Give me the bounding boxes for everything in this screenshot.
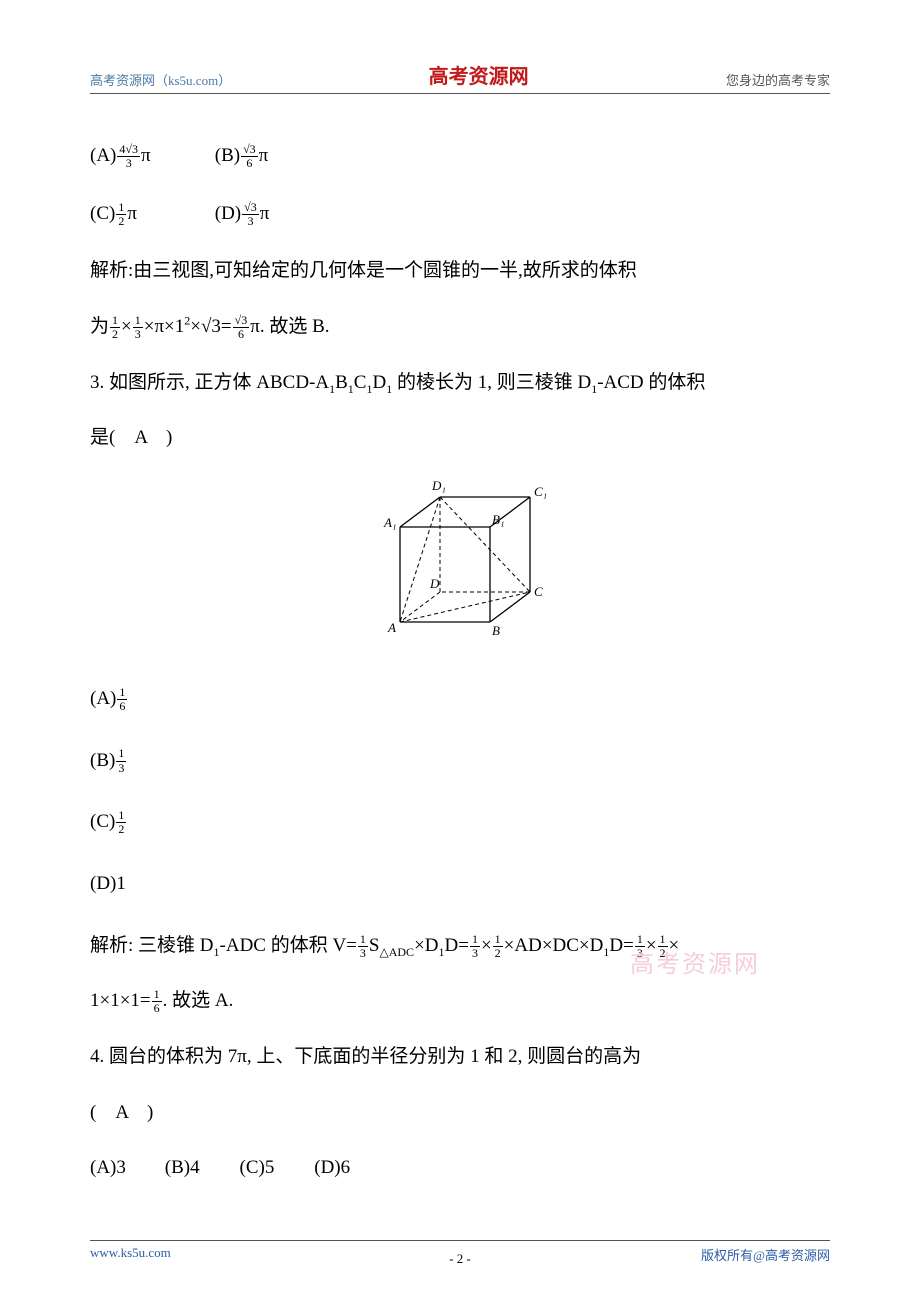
option-B-frac: √36 xyxy=(241,143,258,170)
q3-B-pre: (B) xyxy=(90,750,115,771)
header-right: 您身边的高考专家 xyxy=(726,70,830,89)
explain2-mid2: × xyxy=(190,316,201,337)
option-A: (A)4√33π xyxy=(90,134,210,178)
q4-line2: ( A ) xyxy=(90,1091,830,1135)
svg-text:A₁: A₁ xyxy=(383,515,396,530)
e3-line2a: 1×1×1= xyxy=(90,990,151,1011)
q3-line1: 3. 如图所示, 正方体 ABCD-A1B1C1D1 的棱长为 1, 则三棱锥 … xyxy=(90,361,830,405)
option-C-post: π xyxy=(127,203,137,224)
option-D-post: π xyxy=(260,203,270,224)
e3-f13a: 13 xyxy=(358,933,368,960)
footer: www.ks5u.com - 2 - 版权所有@高考资源网 xyxy=(90,1240,830,1264)
q3-e: 的棱长为 1, 则三棱锥 D xyxy=(392,372,591,393)
option-C-frac: 12 xyxy=(116,201,126,228)
e3-line2b: . 故选 A. xyxy=(163,990,234,1011)
svg-text:D: D xyxy=(429,576,440,591)
explain3-line1: 解析: 三棱锥 D1-ADC 的体积 V=13S△ADC×D1D=13×12×A… xyxy=(90,924,830,968)
option-D-frac: √33 xyxy=(242,201,259,228)
e3-mid3: ×AD×DC×D xyxy=(504,935,604,956)
q3-f: -ACD 的体积 xyxy=(597,372,705,393)
explain3-a: 解析: 三棱锥 D xyxy=(90,935,214,956)
svg-text:B₁: B₁ xyxy=(492,512,504,527)
q3-c: C xyxy=(354,372,367,393)
cube-svg: A B C D A₁ B₁ C₁ D₁ xyxy=(360,472,560,642)
e3-f13b: 13 xyxy=(470,933,480,960)
footer-center: - 2 - xyxy=(90,1251,830,1267)
q4-line1: 4. 圆台的体积为 7π, 上、下底面的半径分别为 1 和 2, 则圆台的高为 xyxy=(90,1035,830,1079)
option-q3-A: (A)16 xyxy=(90,677,830,721)
header-left: 高考资源网（ks5u.com） xyxy=(90,70,231,89)
option-C-pre: (C) xyxy=(90,203,115,224)
e3-mid4: D= xyxy=(609,935,633,956)
q3-A-pre: (A) xyxy=(90,688,116,709)
content: (A)4√33π (B)√36π (C)12π (D)√33π 解析:由三视图,… xyxy=(90,134,830,1190)
option-B: (B)√36π xyxy=(215,134,335,178)
e3-mid1: ×D xyxy=(414,935,438,956)
explain2-post: π. 故选 B. xyxy=(250,316,329,337)
sqrt3: √3 xyxy=(201,316,221,337)
options-q3: (A)16 (B)13 (C)12 (D)1 xyxy=(90,677,830,906)
page: 高考资源网（ks5u.com） 高考资源网 您身边的高考专家 (A)4√33π … xyxy=(0,0,920,1302)
explain2-line2: 为12×13×π×12×√3=√36π. 故选 B. xyxy=(90,305,830,349)
header-center: 高考资源网 xyxy=(429,60,529,89)
svg-text:C: C xyxy=(534,584,543,599)
explain2-pre: 为 xyxy=(90,316,109,337)
explain2-eq: = xyxy=(221,316,232,337)
option-A-post: π xyxy=(141,145,151,166)
option-A-frac: 4√33 xyxy=(117,143,140,170)
svg-text:C₁: C₁ xyxy=(534,484,547,499)
option-B-pre: (B) xyxy=(215,145,240,166)
q4-B: (B)4 xyxy=(165,1146,235,1190)
cube-figure: A B C D A₁ B₁ C₁ D₁ xyxy=(90,472,830,659)
q4-D: (D)6 xyxy=(314,1146,384,1190)
explain3-b: -ADC 的体积 V= xyxy=(220,935,357,956)
page-header: 高考资源网（ks5u.com） 高考资源网 您身边的高考专家 xyxy=(90,60,830,94)
option-q3-B: (B)13 xyxy=(90,739,830,783)
option-B-post: π xyxy=(259,145,269,166)
svg-text:D₁: D₁ xyxy=(431,478,446,493)
explain2-line1: 解析:由三视图,可知给定的几何体是一个圆锥的一半,故所求的体积 xyxy=(90,249,830,293)
option-C: (C)12π xyxy=(90,192,210,236)
option-D-pre: (D) xyxy=(215,203,241,224)
svg-text:B: B xyxy=(492,623,500,638)
options-top-row2: (C)12π (D)√33π xyxy=(90,192,830,236)
options-top-row1: (A)4√33π (B)√36π xyxy=(90,134,830,178)
e3-mid2: D= xyxy=(445,935,469,956)
q3-C-frac: 12 xyxy=(116,809,126,836)
svg-text:A: A xyxy=(387,620,396,635)
q3-C-pre: (C) xyxy=(90,811,115,832)
q4-C: (C)5 xyxy=(240,1146,310,1190)
q3-a: 3. 如图所示, 正方体 ABCD-A xyxy=(90,372,329,393)
q3-A-frac: 16 xyxy=(117,686,127,713)
frac-sqrt3-6: √36 xyxy=(233,314,250,341)
frac-third: 13 xyxy=(133,314,143,341)
option-D: (D)√33π xyxy=(215,192,335,236)
option-q3-C: (C)12 xyxy=(90,800,830,844)
options-q4: (A)3 (B)4 (C)5 (D)6 xyxy=(90,1146,830,1190)
q3-B-frac: 13 xyxy=(116,747,126,774)
q3-d: D xyxy=(372,372,386,393)
e3-f13c: 13 xyxy=(635,933,645,960)
e3-f12a: 12 xyxy=(493,933,503,960)
q3-b: B xyxy=(335,372,348,393)
frac-half: 12 xyxy=(110,314,120,341)
e3-f16: 16 xyxy=(152,988,162,1015)
option-q3-D: (D)1 xyxy=(90,862,830,906)
e3-f12b: 12 xyxy=(658,933,668,960)
q4-A: (A)3 xyxy=(90,1146,160,1190)
q3-line2: 是( A ) xyxy=(90,416,830,460)
explain2-mid: ×π×1 xyxy=(144,316,185,337)
explain3-line2: 1×1×1=16. 故选 A. xyxy=(90,979,830,1023)
explain3-ssub: △ADC xyxy=(379,944,414,958)
explain3-s: S xyxy=(369,935,380,956)
option-A-pre: (A) xyxy=(90,145,116,166)
